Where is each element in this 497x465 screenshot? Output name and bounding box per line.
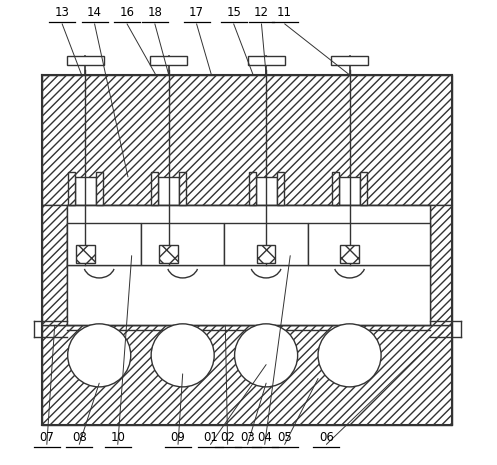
Text: 07: 07 <box>39 432 54 445</box>
Bar <box>276 172 283 205</box>
Bar <box>67 205 430 325</box>
Text: 06: 06 <box>319 432 334 445</box>
Bar <box>152 172 159 205</box>
Bar <box>67 223 430 265</box>
Bar <box>248 56 285 65</box>
Bar <box>67 56 104 65</box>
Bar <box>340 245 359 263</box>
Circle shape <box>318 324 381 387</box>
Bar <box>75 177 96 205</box>
Bar <box>160 245 178 263</box>
Text: 09: 09 <box>170 432 185 445</box>
Bar <box>339 177 360 205</box>
Circle shape <box>68 324 131 387</box>
Bar <box>42 205 67 325</box>
Bar <box>96 172 103 205</box>
Bar <box>248 172 255 205</box>
Bar <box>257 245 275 263</box>
Bar <box>308 223 430 265</box>
Text: 13: 13 <box>55 6 70 19</box>
Bar <box>340 245 359 263</box>
Bar <box>160 245 178 263</box>
Bar <box>276 172 283 205</box>
Text: 16: 16 <box>120 6 135 19</box>
Bar <box>332 172 339 205</box>
Bar <box>42 205 67 325</box>
Text: 04: 04 <box>257 432 272 445</box>
Bar <box>331 56 368 65</box>
Bar <box>96 172 103 205</box>
Text: 11: 11 <box>277 6 292 19</box>
Bar <box>179 172 186 205</box>
Bar <box>179 172 186 205</box>
Text: 05: 05 <box>277 432 292 445</box>
Circle shape <box>235 324 298 387</box>
Bar <box>255 177 276 205</box>
Bar <box>68 172 75 205</box>
Text: 17: 17 <box>189 6 204 19</box>
Bar <box>42 325 452 425</box>
Text: 03: 03 <box>240 432 255 445</box>
Bar <box>42 75 452 205</box>
Bar <box>332 172 339 205</box>
Bar <box>68 172 75 205</box>
Bar <box>42 75 452 205</box>
Bar <box>150 56 187 65</box>
Text: 12: 12 <box>254 6 269 19</box>
Bar <box>67 223 141 265</box>
Text: 14: 14 <box>87 6 102 19</box>
Bar <box>248 172 255 205</box>
Bar <box>141 223 224 265</box>
Bar <box>42 325 452 425</box>
Text: 01: 01 <box>203 432 218 445</box>
Text: 15: 15 <box>226 6 241 19</box>
Bar <box>430 205 452 325</box>
Bar <box>224 223 308 265</box>
Bar <box>159 177 179 205</box>
Bar <box>430 205 452 325</box>
Bar <box>76 245 94 263</box>
Text: 18: 18 <box>148 6 163 19</box>
Text: 02: 02 <box>220 432 235 445</box>
Bar <box>257 245 275 263</box>
Bar <box>360 172 367 205</box>
Bar <box>152 172 159 205</box>
Circle shape <box>151 324 214 387</box>
Bar <box>360 172 367 205</box>
Bar <box>76 245 94 263</box>
Text: 08: 08 <box>72 432 86 445</box>
Text: 10: 10 <box>110 432 125 445</box>
